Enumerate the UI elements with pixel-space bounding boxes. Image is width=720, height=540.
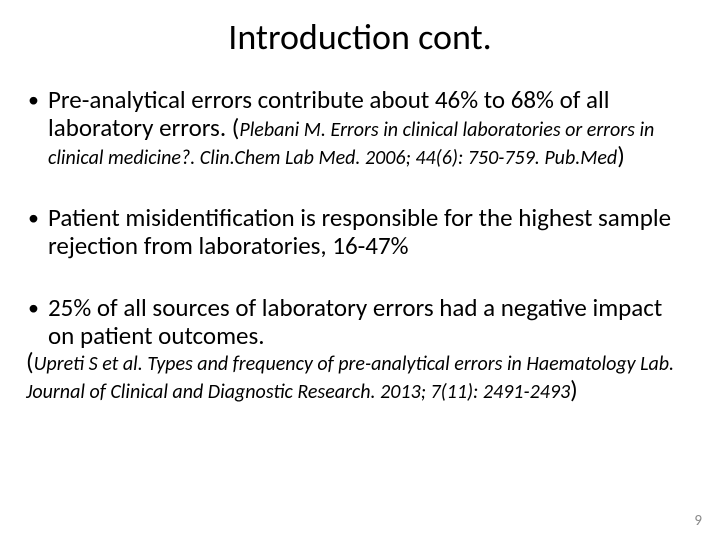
slide: Introduction cont. Pre-analytical errors…	[0, 0, 720, 540]
slide-body: Pre-analytical errors contribute about 4…	[26, 86, 694, 404]
citation-close: )	[570, 374, 578, 405]
bullet-close: )	[617, 140, 625, 171]
bullet-text: Patient misidentification is responsible…	[48, 202, 671, 261]
bullet-item: Pre-analytical errors contribute about 4…	[26, 86, 694, 170]
bullet-item: 25% of all sources of laboratory errors …	[26, 294, 694, 350]
bullet-text: 25% of all sources of laboratory errors …	[48, 292, 662, 351]
trailing-citation: (Upreti S et al. Types and frequency of …	[26, 348, 694, 404]
slide-title: Introduction cont.	[26, 18, 694, 58]
page-number: 9	[694, 512, 702, 530]
bullet-list: Pre-analytical errors contribute about 4…	[26, 86, 694, 350]
bullet-item: Patient misidentification is responsible…	[26, 204, 694, 260]
citation-open: (	[26, 346, 34, 377]
